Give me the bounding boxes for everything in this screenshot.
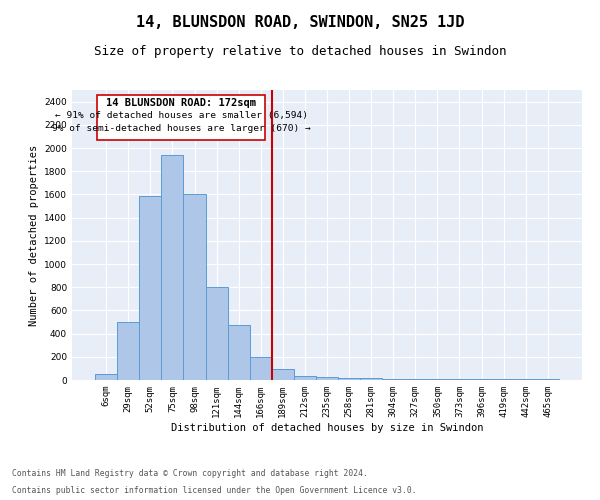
X-axis label: Distribution of detached houses by size in Swindon: Distribution of detached houses by size …: [171, 422, 483, 432]
Bar: [294, 376, 316, 380]
Bar: [139, 196, 161, 380]
Bar: [97, 94, 265, 140]
Bar: [206, 287, 227, 380]
Bar: [250, 358, 272, 380]
Bar: [360, 378, 382, 380]
Text: 14, BLUNSDON ROAD, SWINDON, SN25 1JD: 14, BLUNSDON ROAD, SWINDON, SN25 1JD: [136, 15, 464, 30]
Text: Contains HM Land Registry data © Crown copyright and database right 2024.: Contains HM Land Registry data © Crown c…: [12, 468, 368, 477]
Bar: [316, 376, 338, 380]
Bar: [184, 194, 206, 380]
Bar: [161, 155, 184, 380]
Text: Size of property relative to detached houses in Swindon: Size of property relative to detached ho…: [94, 45, 506, 58]
Bar: [272, 369, 294, 380]
Bar: [95, 374, 117, 380]
Text: 14 BLUNSDON ROAD: 172sqm: 14 BLUNSDON ROAD: 172sqm: [106, 98, 256, 108]
Text: ← 91% of detached houses are smaller (6,594): ← 91% of detached houses are smaller (6,…: [55, 111, 308, 120]
Y-axis label: Number of detached properties: Number of detached properties: [29, 144, 38, 326]
Bar: [227, 325, 250, 380]
Text: Contains public sector information licensed under the Open Government Licence v3: Contains public sector information licen…: [12, 486, 416, 495]
Text: 9% of semi-detached houses are larger (670) →: 9% of semi-detached houses are larger (6…: [52, 124, 311, 132]
Bar: [338, 378, 360, 380]
Bar: [117, 322, 139, 380]
